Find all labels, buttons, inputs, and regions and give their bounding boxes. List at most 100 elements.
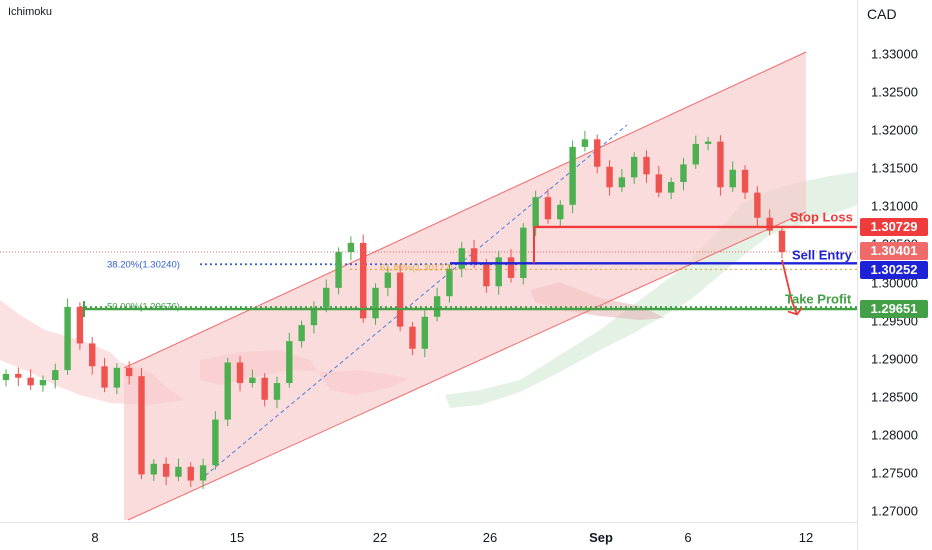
candle-body [236, 362, 244, 384]
fib-label: 50.00%(1.29676) [107, 301, 180, 313]
price-tag[interactable]: 1.30729 [860, 218, 928, 236]
candle-body [766, 217, 773, 231]
candle-body [347, 242, 355, 253]
candle-body [692, 143, 699, 165]
candle-body [360, 242, 367, 319]
candle-body [298, 325, 305, 342]
date-tick-label: 15 [229, 530, 245, 545]
candle-body [396, 272, 404, 327]
arrow-icon [781, 259, 798, 315]
candle-body [667, 181, 675, 193]
currency-label: CAD [867, 6, 897, 22]
candle-body [618, 177, 626, 188]
candle-body [125, 367, 133, 377]
price-tag[interactable]: 1.30252 [860, 261, 928, 279]
candle-body [754, 192, 761, 218]
channel-upper-line [123, 51, 807, 369]
candle-body [409, 326, 416, 349]
candle-body [594, 139, 601, 167]
candle-body [581, 139, 589, 147]
candle-body [212, 419, 219, 466]
price-tick-label: 1.31500 [871, 160, 918, 176]
candle-body [569, 146, 576, 205]
candle-body [89, 343, 96, 367]
candle-body [64, 306, 71, 371]
fib-trend-line [199, 124, 628, 481]
fib-label: 61.80%(1.30172) [380, 262, 453, 274]
candle-body [458, 248, 465, 269]
arrow-head-icon [787, 307, 803, 316]
trade-levels [83, 225, 857, 318]
candle-body [704, 141, 712, 144]
date-tick-label: 8 [91, 530, 99, 545]
candle-body [286, 341, 293, 384]
price-tick-label: 1.28500 [871, 389, 918, 405]
candle-body [2, 373, 10, 380]
price-axis-divider [857, 0, 858, 550]
time-axis-divider [0, 522, 857, 523]
candle-body [52, 370, 59, 380]
price-tick-label: 1.27000 [871, 503, 918, 519]
date-tick-label: 12 [798, 530, 814, 545]
candle-body [630, 156, 638, 178]
date-tick-label: 26 [482, 530, 498, 545]
candle-body [162, 463, 170, 477]
candle-body [446, 268, 453, 297]
candle-body [606, 166, 613, 188]
candle-body [113, 367, 121, 388]
candle-body [557, 204, 564, 220]
price-tag[interactable]: 1.30401 [860, 242, 928, 260]
candle-body [544, 197, 552, 220]
candle-body [101, 366, 108, 388]
candle-body [335, 252, 342, 288]
candle-body [680, 164, 687, 182]
candle-body [495, 257, 502, 287]
candle-body [483, 263, 490, 287]
candle-body [507, 257, 515, 278]
candle-body [261, 377, 268, 400]
candle-body [310, 307, 318, 326]
candle-body [27, 377, 34, 386]
price-tick-label: 1.28000 [871, 427, 918, 443]
fib-label: 38.20%(1.30240) [107, 259, 180, 271]
candle-body [741, 169, 749, 193]
candle-body [717, 141, 724, 188]
level-annotation[interactable]: Stop Loss [790, 209, 853, 225]
candle-body [643, 156, 650, 175]
price-tick-label: 1.31000 [871, 198, 918, 214]
level-annotation[interactable]: Take Profit [785, 291, 852, 307]
date-tick-label: Sep [589, 530, 613, 545]
candle-body [421, 316, 428, 349]
candle-body [778, 230, 786, 253]
candle-body [520, 227, 527, 278]
candle-body [249, 377, 256, 384]
candle-body [655, 174, 663, 193]
candle-body [273, 383, 281, 400]
candle-body [532, 197, 539, 228]
candle-body [150, 463, 158, 475]
candle-body [187, 466, 194, 481]
level-annotation[interactable]: Sell Entry [792, 247, 852, 263]
candle-body [384, 272, 392, 288]
candle-body [470, 248, 478, 264]
price-tick-label: 1.32000 [871, 122, 918, 138]
price-tick-label: 1.33000 [871, 46, 918, 62]
candle-body [39, 379, 47, 386]
price-tick-label: 1.29000 [871, 351, 918, 367]
indicator-title[interactable]: Ichimoku [8, 6, 53, 18]
price-tag[interactable]: 1.29651 [860, 300, 928, 318]
candle-body [76, 306, 84, 344]
price-tick-label: 1.27500 [871, 465, 918, 481]
candle-body [323, 287, 330, 308]
candlesticks [2, 130, 786, 489]
candle-body [199, 465, 207, 481]
price-tick-label: 1.32500 [871, 84, 918, 100]
candle-body [138, 376, 145, 475]
candle-body [175, 466, 182, 477]
candle-body [15, 373, 22, 378]
candle-body [372, 287, 379, 319]
candle-body [729, 169, 736, 188]
date-tick-label: 22 [372, 530, 388, 545]
